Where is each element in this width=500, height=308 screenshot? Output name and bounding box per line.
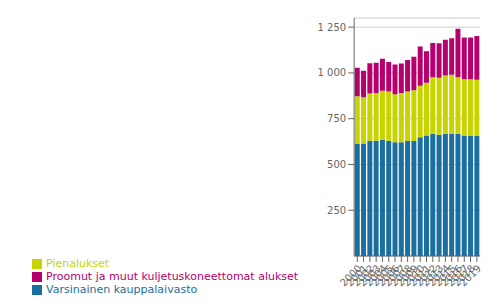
svg-text:1 250: 1 250: [317, 22, 346, 33]
svg-text:2019: 2019: [458, 263, 484, 289]
html-text:Pienalukset: Pienalukset: [46, 257, 110, 270]
svg-text:500: 500: [327, 159, 346, 170]
html-text:Proomut ja muut kuljetuskoneet: Proomut ja muut kuljetuskoneettomat aluk…: [46, 270, 299, 283]
svg-text:1 000: 1 000: [317, 67, 346, 78]
svg-text:750: 750: [327, 113, 346, 124]
svg-text:250: 250: [327, 205, 346, 216]
html-text:Varsinainen kauppalaivasto: Varsinainen kauppalaivasto: [46, 283, 198, 296]
